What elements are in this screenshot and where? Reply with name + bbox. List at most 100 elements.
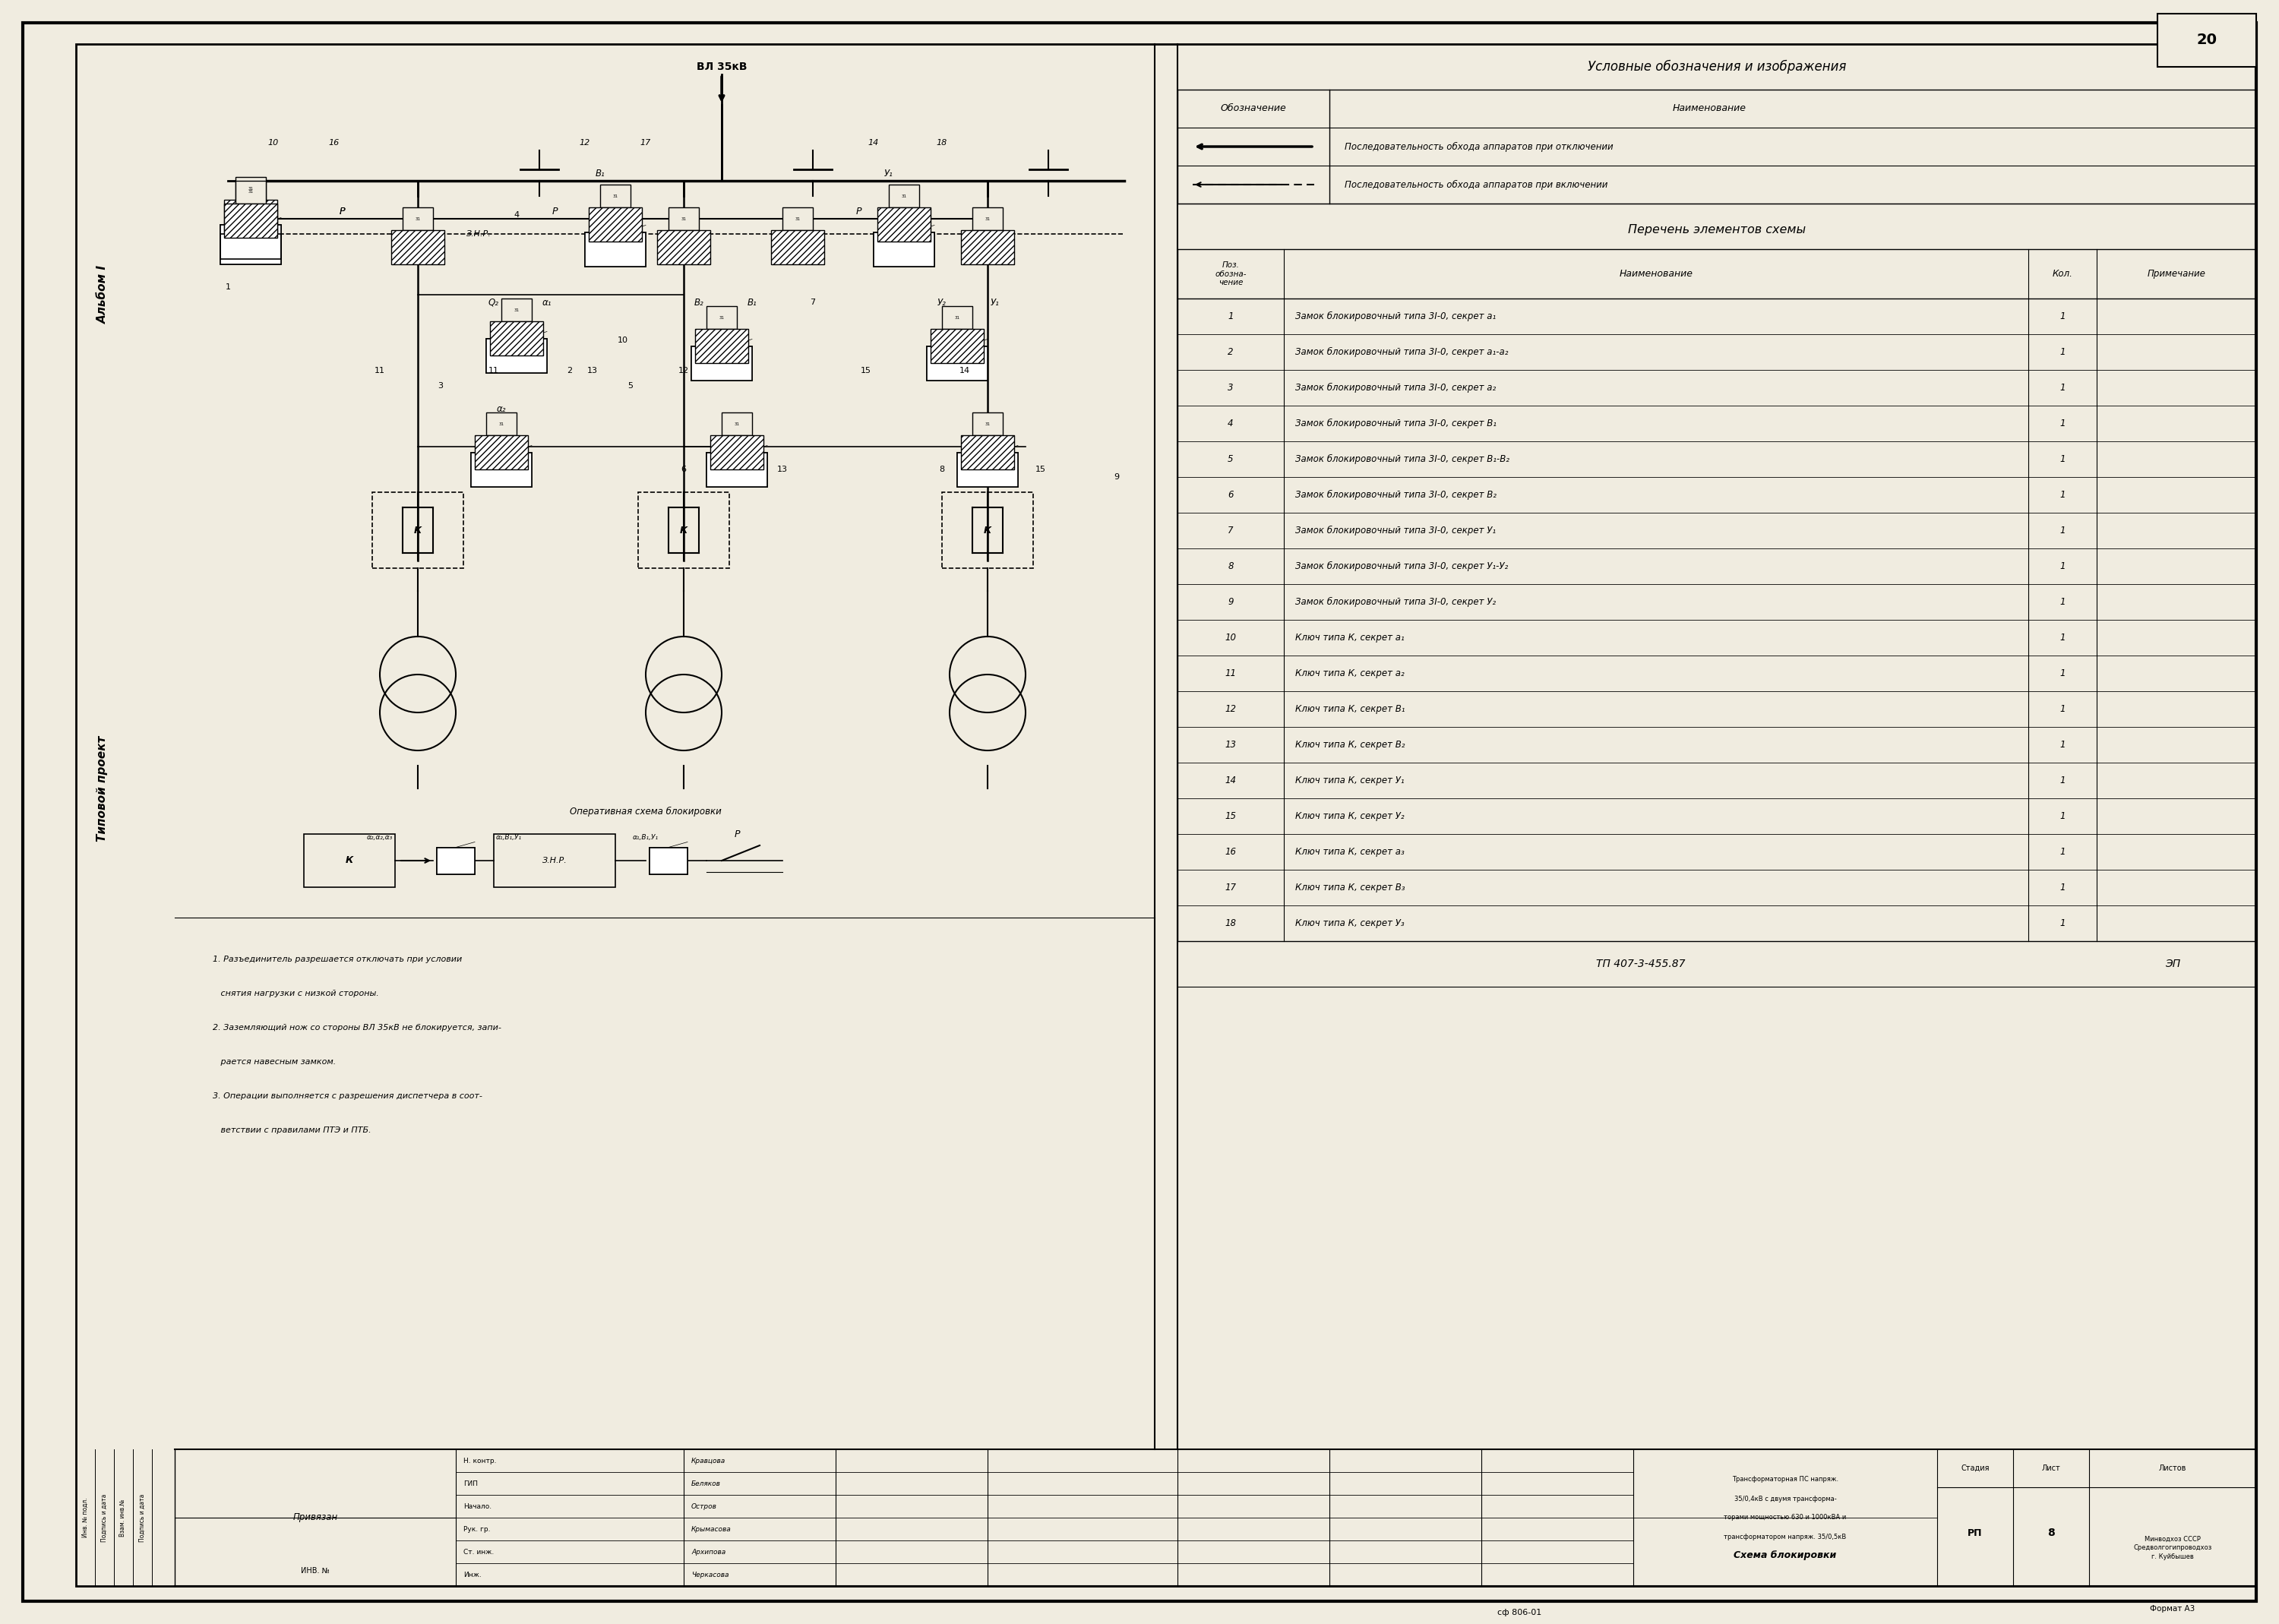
Bar bbox=[221, 234, 280, 265]
Text: К: К bbox=[346, 856, 353, 866]
Text: 1: 1 bbox=[2060, 882, 2065, 893]
Text: 17: 17 bbox=[1226, 882, 1235, 893]
Text: Подпись и дата: Подпись и дата bbox=[139, 1494, 146, 1541]
Text: 12: 12 bbox=[1226, 705, 1235, 715]
Text: 18: 18 bbox=[1226, 918, 1235, 929]
Text: 9: 9 bbox=[1114, 473, 1119, 481]
Bar bbox=[706, 453, 768, 487]
Text: ИНВ. №: ИНВ. № bbox=[301, 1567, 330, 1575]
Text: 31: 31 bbox=[248, 190, 253, 195]
Bar bbox=[490, 322, 542, 356]
Text: Р: Р bbox=[855, 206, 861, 216]
Text: Условные обозначения и изображения: Условные обозначения и изображения bbox=[1588, 60, 1846, 73]
Text: торами мощностью 630 и 1000кВА и: торами мощностью 630 и 1000кВА и bbox=[1723, 1514, 1846, 1522]
Text: 31: 31 bbox=[515, 309, 520, 312]
Bar bbox=[928, 346, 987, 380]
Text: 14: 14 bbox=[1226, 776, 1235, 786]
Text: 13: 13 bbox=[588, 367, 597, 375]
Bar bbox=[438, 848, 474, 874]
Text: 1: 1 bbox=[2060, 918, 2065, 929]
Text: 5: 5 bbox=[627, 382, 634, 390]
Text: Замок блокировочный типа 3I-0, секрет В₁: Замок блокировочный типа 3I-0, секрет В₁ bbox=[1294, 419, 1497, 429]
Bar bbox=[695, 330, 748, 364]
Bar bbox=[650, 848, 688, 874]
Text: 1: 1 bbox=[2060, 598, 2065, 607]
Bar bbox=[957, 453, 1019, 487]
Text: 9: 9 bbox=[1228, 598, 1233, 607]
Text: Наименование: Наименование bbox=[1673, 104, 1746, 114]
Text: Минводхоз СССР
Средволгогипроводхоз
г. Куйбышев: Минводхоз СССР Средволгогипроводхоз г. К… bbox=[2133, 1536, 2213, 1561]
Bar bbox=[392, 231, 444, 265]
Text: 10: 10 bbox=[1226, 633, 1235, 643]
Text: 1: 1 bbox=[2060, 848, 2065, 857]
Text: Привязан: Привязан bbox=[292, 1512, 337, 1523]
Text: трансформатором напряж. 35/0,5кВ: трансформатором напряж. 35/0,5кВ bbox=[1723, 1533, 1846, 1540]
Text: Схема блокировки: Схема блокировки bbox=[1734, 1551, 1837, 1561]
Text: 15: 15 bbox=[1035, 466, 1046, 473]
Text: Крымасова: Крымасова bbox=[691, 1525, 732, 1533]
Text: Ключ типа К, секрет а₁: Ключ типа К, секрет а₁ bbox=[1294, 633, 1404, 643]
Text: 11: 11 bbox=[1226, 669, 1235, 679]
Text: В₂: В₂ bbox=[695, 297, 704, 307]
Text: 31: 31 bbox=[985, 422, 989, 425]
Bar bbox=[472, 453, 531, 487]
Text: 1: 1 bbox=[226, 283, 230, 291]
Text: 15: 15 bbox=[861, 367, 871, 375]
Text: 1: 1 bbox=[2060, 633, 2065, 643]
Text: Наименование: Наименование bbox=[1618, 270, 1693, 279]
Bar bbox=[472, 453, 531, 487]
Text: 1: 1 bbox=[2060, 812, 2065, 822]
Bar bbox=[1178, 248, 2256, 942]
Text: рается навесным замком.: рается навесным замком. bbox=[212, 1059, 335, 1065]
Text: К: К bbox=[985, 525, 991, 536]
Text: Ключ типа К, секрет У₂: Ключ типа К, секрет У₂ bbox=[1294, 812, 1404, 822]
Text: Р: Р bbox=[734, 830, 741, 840]
Text: α₁,В₁,У₁: α₁,В₁,У₁ bbox=[497, 835, 522, 841]
Text: З.Н.Р.: З.Н.Р. bbox=[467, 231, 490, 237]
Bar bbox=[586, 232, 645, 266]
Text: Ключ типа К, секрет У₃: Ключ типа К, секрет У₃ bbox=[1294, 918, 1404, 929]
Bar bbox=[495, 835, 615, 887]
Text: Трансформаторная ПС напряж.: Трансформаторная ПС напряж. bbox=[1732, 1476, 1839, 1483]
Text: 1: 1 bbox=[2060, 526, 2065, 536]
Text: Замок блокировочный типа 3I-0, секрет У₁: Замок блокировочный типа 3I-0, секрет У₁ bbox=[1294, 526, 1495, 536]
Bar bbox=[586, 232, 645, 266]
Bar bbox=[706, 305, 736, 330]
Bar bbox=[706, 453, 768, 487]
Text: 31: 31 bbox=[613, 195, 618, 198]
Text: Последовательность обхода аппаратов при включении: Последовательность обхода аппаратов при … bbox=[1345, 180, 1607, 190]
Bar bbox=[650, 848, 688, 874]
Text: 14: 14 bbox=[959, 367, 971, 375]
Text: 12: 12 bbox=[579, 140, 590, 146]
Text: 31: 31 bbox=[681, 218, 686, 221]
Text: 10: 10 bbox=[618, 336, 629, 344]
Bar bbox=[485, 412, 517, 435]
Text: В₁: В₁ bbox=[748, 297, 757, 307]
Text: Взам. инв.№: Взам. инв.№ bbox=[119, 1499, 128, 1536]
Text: 2. Заземляющий нож со стороны ВЛ 35кВ не блокируется, запи-: 2. Заземляющий нож со стороны ВЛ 35кВ не… bbox=[212, 1023, 501, 1031]
Text: Кравцова: Кравцова bbox=[691, 1457, 725, 1465]
Text: Q₂: Q₂ bbox=[488, 297, 499, 307]
Bar bbox=[485, 338, 547, 372]
Text: 11: 11 bbox=[488, 367, 499, 375]
Text: 8: 8 bbox=[939, 466, 946, 473]
Text: Инж.: Инж. bbox=[463, 1570, 481, 1579]
Text: Стадия: Стадия bbox=[1960, 1465, 1990, 1471]
Text: 3: 3 bbox=[1228, 383, 1233, 393]
Text: ВЛ 35кВ: ВЛ 35кВ bbox=[697, 62, 748, 71]
Text: 4: 4 bbox=[1228, 419, 1233, 429]
Text: ветствии с правилами ПТЭ и ПТБ.: ветствии с правилами ПТЭ и ПТБ. bbox=[212, 1127, 371, 1134]
Text: Листов: Листов bbox=[2158, 1465, 2186, 1471]
Bar bbox=[223, 200, 278, 234]
Text: 31: 31 bbox=[985, 218, 989, 221]
Bar bbox=[438, 848, 474, 874]
Text: 1: 1 bbox=[2060, 383, 2065, 393]
Text: 1: 1 bbox=[2060, 419, 2065, 429]
Text: Архипова: Архипова bbox=[691, 1548, 725, 1556]
Text: α₂,α₂,α₃: α₂,α₂,α₃ bbox=[367, 835, 392, 841]
Text: 16: 16 bbox=[1226, 848, 1235, 857]
Text: 18: 18 bbox=[937, 140, 948, 146]
Text: Остров: Остров bbox=[691, 1502, 718, 1510]
Text: 1: 1 bbox=[2060, 312, 2065, 322]
Text: Начало.: Начало. bbox=[463, 1502, 492, 1510]
